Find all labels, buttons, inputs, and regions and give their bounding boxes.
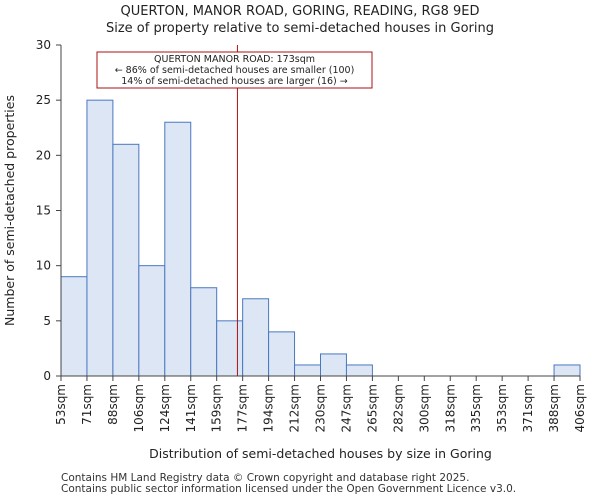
x-tick-label: 71sqm bbox=[80, 384, 94, 425]
bar bbox=[242, 298, 270, 377]
bar bbox=[86, 99, 114, 377]
x-tick-label: 247sqm bbox=[339, 384, 353, 432]
annotation-line: ← 86% of semi-detached houses are smalle… bbox=[115, 65, 355, 76]
x-tick-label: 53sqm bbox=[54, 384, 68, 425]
y-tick-label: 15 bbox=[36, 204, 51, 218]
y-tick-label: 30 bbox=[36, 38, 51, 52]
bar bbox=[345, 364, 373, 377]
bar bbox=[60, 276, 88, 377]
bar bbox=[190, 287, 218, 377]
bar bbox=[553, 364, 581, 377]
footer-line-2: Contains public sector information licen… bbox=[61, 483, 517, 495]
x-tick-label: 388sqm bbox=[547, 384, 561, 432]
y-tick-label: 0 bbox=[43, 369, 51, 383]
y-axis-label: Number of semi-detached properties bbox=[2, 95, 17, 326]
x-tick-label: 141sqm bbox=[184, 384, 198, 432]
x-tick-label: 106sqm bbox=[132, 384, 146, 432]
chart-title: QUERTON, MANOR ROAD, GORING, READING, RG… bbox=[120, 4, 480, 19]
bar bbox=[164, 121, 192, 377]
annotation-line: 14% of semi-detached houses are larger (… bbox=[121, 76, 348, 87]
x-tick-label: 177sqm bbox=[236, 384, 250, 432]
footer-line-1: Contains HM Land Registry data © Crown c… bbox=[61, 472, 470, 484]
chart-subtitle: Size of property relative to semi-detach… bbox=[105, 21, 494, 36]
x-axis-label: Distribution of semi-detached houses by … bbox=[149, 446, 492, 461]
y-tick-label: 10 bbox=[36, 259, 51, 273]
bar bbox=[320, 353, 347, 377]
x-tick-label: 159sqm bbox=[210, 384, 224, 432]
bar bbox=[294, 364, 321, 377]
bar bbox=[138, 265, 166, 377]
annotation-line: QUERTON MANOR ROAD: 173sqm bbox=[154, 54, 315, 65]
x-tick-label: 194sqm bbox=[262, 384, 276, 432]
x-tick-label: 335sqm bbox=[469, 384, 483, 432]
x-tick-label: 371sqm bbox=[521, 384, 535, 432]
histogram-chart: 0 5 10 15 20 25 30 53sqm 71sqm 88sqm 106sqm 124sqm 1… bbox=[2, 38, 587, 461]
x-tick-label: 88sqm bbox=[106, 384, 120, 425]
bar bbox=[112, 143, 140, 377]
x-tick-label: 230sqm bbox=[314, 384, 328, 432]
bar bbox=[216, 320, 244, 377]
x-tick-label: 353sqm bbox=[495, 384, 509, 432]
x-tick-label: 300sqm bbox=[417, 384, 431, 432]
bar bbox=[268, 331, 296, 377]
x-tick-label: 265sqm bbox=[365, 384, 379, 432]
x-tick-label: 212sqm bbox=[288, 384, 302, 432]
y-tick-label: 5 bbox=[43, 314, 51, 328]
y-tick-label: 20 bbox=[36, 148, 51, 162]
annotation-box bbox=[96, 51, 373, 89]
x-tick-label: 124sqm bbox=[158, 384, 172, 432]
x-tick-label: 406sqm bbox=[573, 384, 587, 432]
x-tick-label: 282sqm bbox=[391, 384, 405, 432]
x-tick-label: 318sqm bbox=[443, 384, 457, 432]
y-tick-label: 25 bbox=[36, 93, 51, 107]
